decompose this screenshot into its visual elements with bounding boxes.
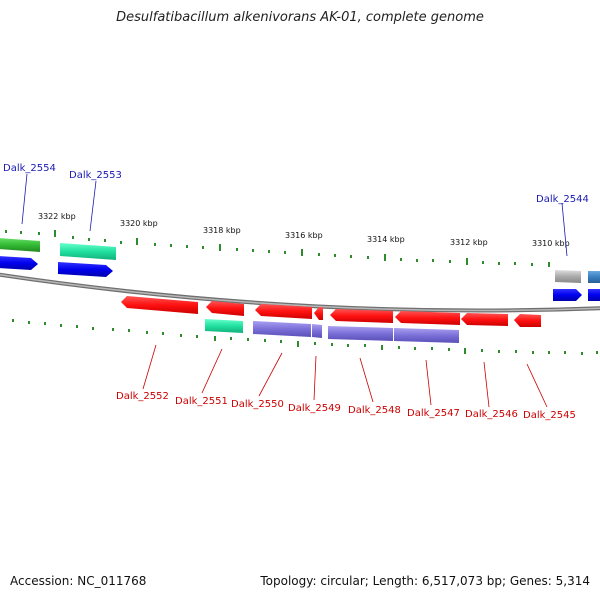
scale-label: 3310 kbp — [532, 239, 570, 248]
accession-text: Accession: NC_011768 — [10, 574, 147, 588]
topology-text: Topology: circular; Length: 6,517,073 bp… — [260, 574, 590, 588]
forward-leader-lines — [21, 173, 568, 257]
gene-label-dalk-2550[interactable]: Dalk_2550 — [231, 399, 284, 410]
inner-tick-ring — [12, 319, 598, 355]
gene-label-dalk-2545[interactable]: Dalk_2545 — [523, 410, 576, 421]
scale-label: 3322 kbp — [38, 212, 76, 221]
gene-label-dalk-2551[interactable]: Dalk_2551 — [175, 396, 228, 407]
feature-purple-2550[interactable] — [253, 321, 311, 337]
scale-label: 3314 kbp — [367, 235, 405, 244]
reverse-strand-features — [121, 296, 541, 343]
gene-label-dalk-2549[interactable]: Dalk_2549 — [288, 403, 341, 414]
feature-blue-2553[interactable] — [58, 262, 113, 277]
forward-gene-labels: Dalk_2554 Dalk_2553 Dalk_2544 — [3, 163, 589, 205]
feature-green-left[interactable] — [0, 238, 40, 252]
feature-red-2545[interactable] — [514, 314, 541, 327]
reverse-gene-labels: Dalk_2552 Dalk_2551 Dalk_2550 Dalk_2549 … — [116, 391, 576, 421]
gene-label-dalk-2552[interactable]: Dalk_2552 — [116, 391, 169, 402]
gene-label-dalk-2548[interactable]: Dalk_2548 — [348, 405, 401, 416]
scale-label: 3312 kbp — [450, 238, 488, 247]
feature-teal-2553[interactable] — [60, 243, 116, 260]
scale-label: 3320 kbp — [120, 219, 158, 228]
feature-red-2548[interactable] — [330, 309, 393, 323]
scale-labels: 3322 kbp 3320 kbp 3318 kbp 3316 kbp 3314… — [38, 212, 570, 248]
feature-steel-right[interactable] — [588, 271, 600, 283]
feature-purple-2548[interactable] — [328, 326, 393, 341]
reverse-leader-lines — [142, 344, 548, 408]
scale-label: 3316 kbp — [285, 231, 323, 240]
feature-red-2550[interactable] — [255, 304, 312, 319]
gene-label-dalk-2546[interactable]: Dalk_2546 — [465, 409, 518, 420]
genome-title: Desulfatibacillum alkenivorans AK-01, co… — [116, 10, 484, 25]
feature-blue-2544[interactable] — [553, 289, 582, 301]
feature-red-2547[interactable] — [395, 311, 460, 325]
feature-blue-right-edge[interactable] — [588, 289, 600, 301]
gene-label-dalk-2554[interactable]: Dalk_2554 — [3, 163, 56, 174]
feature-red-2549[interactable] — [314, 307, 323, 320]
outer-tick-ring — [5, 230, 550, 267]
feature-red-2546[interactable] — [461, 313, 508, 326]
gene-label-dalk-2553[interactable]: Dalk_2553 — [69, 170, 122, 181]
feature-gray-right[interactable] — [555, 270, 581, 283]
feature-purple-2549[interactable] — [312, 324, 322, 338]
feature-red-2552[interactable] — [121, 296, 198, 314]
feature-teal-2551[interactable] — [205, 319, 243, 333]
feature-red-2551[interactable] — [206, 301, 244, 316]
feature-blue-2554[interactable] — [0, 256, 38, 270]
gene-label-dalk-2544[interactable]: Dalk_2544 — [536, 194, 589, 205]
forward-strand-features — [0, 238, 600, 301]
gene-label-dalk-2547[interactable]: Dalk_2547 — [407, 408, 460, 419]
feature-purple-2547[interactable] — [394, 328, 459, 343]
scale-label: 3318 kbp — [203, 226, 241, 235]
genome-backbone — [0, 272, 600, 313]
